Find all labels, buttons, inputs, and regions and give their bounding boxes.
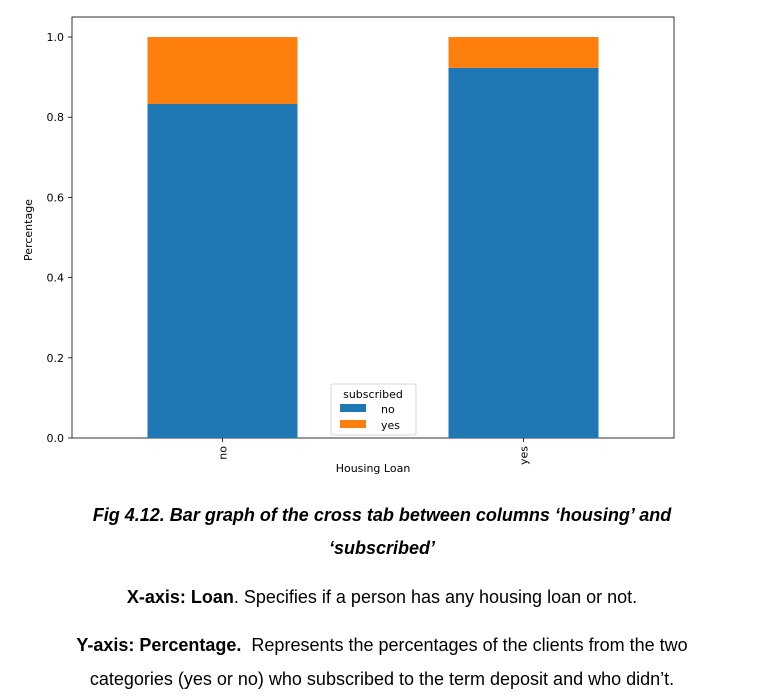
x-axis-title: Housing Loan xyxy=(336,462,411,475)
y-axis-title: Percentage xyxy=(22,199,35,261)
legend-title: subscribed xyxy=(343,388,403,401)
bar-yes-yes xyxy=(448,37,599,68)
x-tick-label: no xyxy=(217,446,230,460)
x-axis-description: X-axis: Loan. Specifies if a person has … xyxy=(0,580,764,614)
bar-yes-no xyxy=(448,67,599,438)
legend: subscribed no yes xyxy=(330,383,417,436)
legend-label-no: no xyxy=(381,403,395,416)
bar-chart: 0.0 0.2 0.4 0.6 0.8 1.0 no yes Percentage Hous… xyxy=(22,16,675,475)
y-axis-note-line-2: categories (yes or no) who subscribed to… xyxy=(89,669,675,689)
legend-label-yes: yes xyxy=(381,419,400,432)
y-tick-label: 0.8 xyxy=(47,111,65,124)
figure-caption: Fig 4.12. Bar graph of the cross tab bet… xyxy=(0,499,764,565)
legend-swatch-no xyxy=(340,404,366,412)
x-axis-note-text: . Specifies if a person has any housing … xyxy=(233,587,638,607)
y-axis-note-line-1: Y-axis: Percentage. Represents the perce… xyxy=(0,628,764,662)
x-tick-label: yes xyxy=(518,446,531,465)
y-tick-label: 0.0 xyxy=(47,432,65,445)
y-axis-note-text-1: Represents the percentages of the client… xyxy=(241,635,688,655)
y-axis-note-label: Y-axis: Percentage. xyxy=(76,635,242,655)
x-axis-note-label: X-axis: Loan xyxy=(126,587,234,607)
legend-swatch-yes xyxy=(340,420,366,428)
y-tick-label: 1.0 xyxy=(47,31,65,44)
y-tick-label: 0.4 xyxy=(47,272,65,285)
y-tick-label: 0.2 xyxy=(47,352,65,365)
y-axis-description: Y-axis: Percentage. Represents the perce… xyxy=(0,628,764,696)
y-tick-label: 0.6 xyxy=(47,191,65,204)
bar-no-yes xyxy=(147,37,298,105)
caption-line-2: ‘subscribed’ xyxy=(328,538,436,558)
caption-line-1: Fig 4.12. Bar graph of the cross tab bet… xyxy=(92,505,672,525)
bar-no-no xyxy=(147,104,298,439)
